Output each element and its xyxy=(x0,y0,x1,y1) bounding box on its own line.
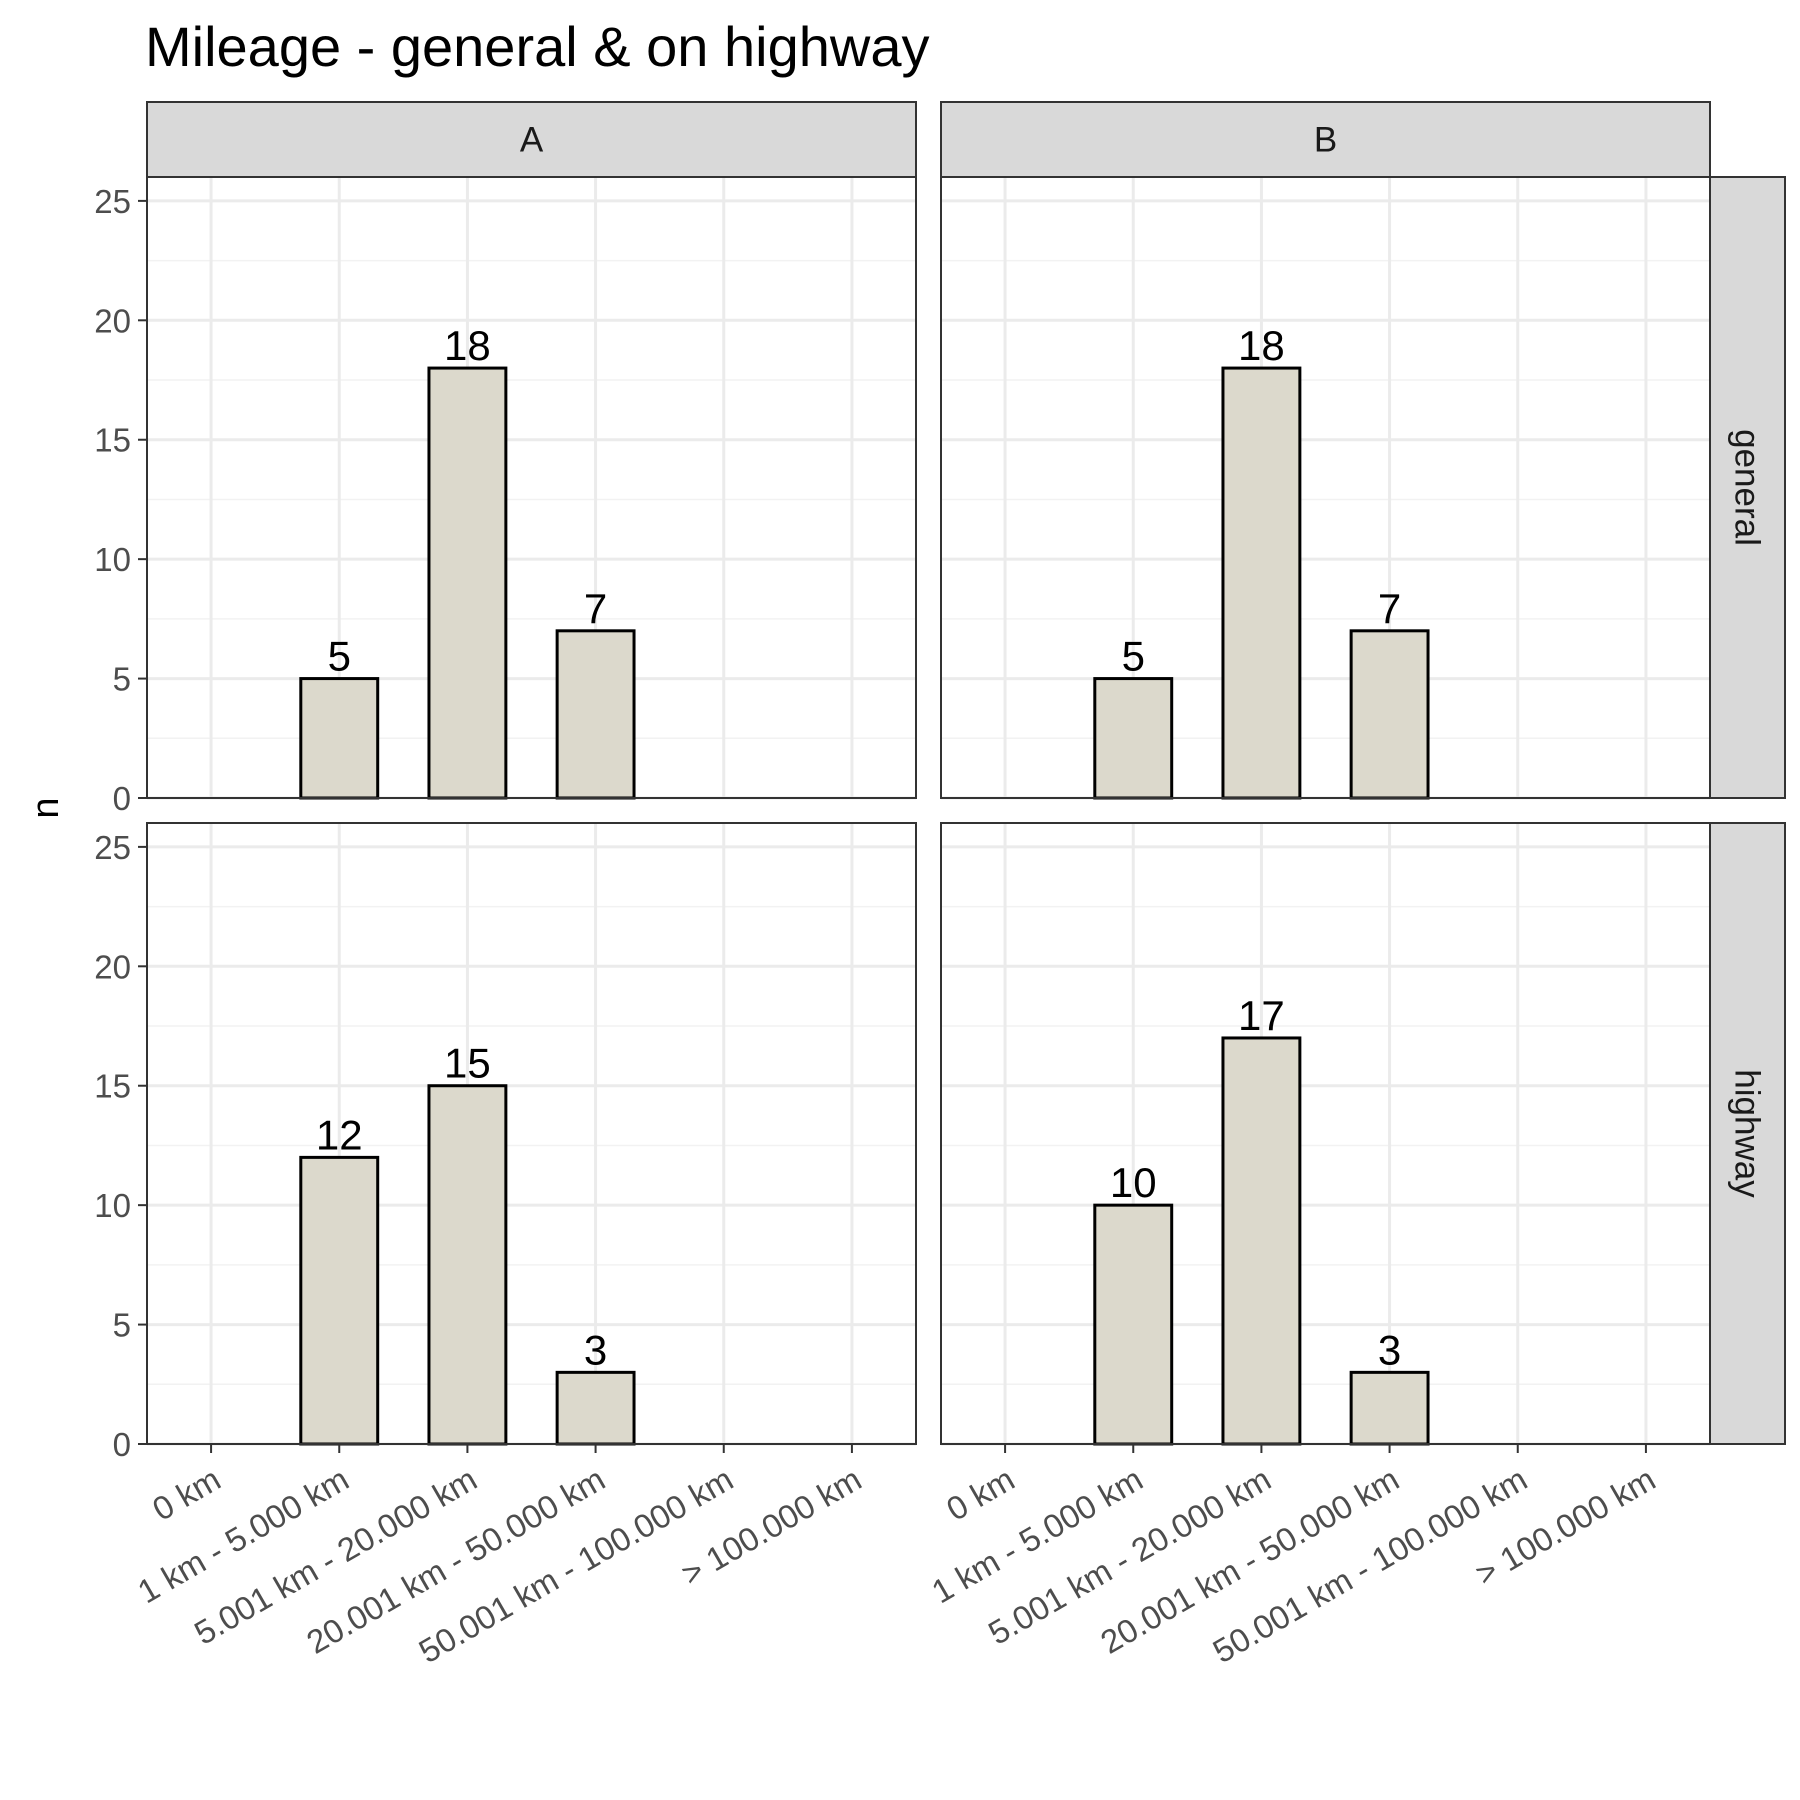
y-tick-label: 15 xyxy=(94,1068,131,1105)
strip-col-label-b: B xyxy=(1314,121,1337,160)
bar-a-highway-2 xyxy=(427,1084,508,1446)
y-tick-label: 5 xyxy=(113,1307,131,1344)
y-tick-label: 25 xyxy=(94,183,131,220)
bar-label: 17 xyxy=(1238,992,1285,1039)
y-axis-title: n xyxy=(25,797,67,818)
y-tick-label: 25 xyxy=(94,829,131,866)
y-tick-label: 10 xyxy=(94,1187,131,1224)
bar-a-general-1 xyxy=(299,677,380,800)
bar-a-highway-3 xyxy=(555,1370,636,1446)
panel-background xyxy=(941,823,1710,1444)
y-tick-label: 0 xyxy=(113,1426,131,1463)
y-tick-label: 5 xyxy=(113,661,131,698)
bar-a-general-2 xyxy=(427,366,508,800)
bar-label: 5 xyxy=(1122,633,1145,680)
bar-label: 7 xyxy=(584,585,607,632)
y-tick-label: 20 xyxy=(94,948,131,985)
strip-row-label-general: general xyxy=(1728,429,1767,546)
panel-border xyxy=(940,176,1711,799)
strip-row-highway xyxy=(1709,822,1786,1445)
panel-border xyxy=(146,176,917,799)
bar-b-highway-3 xyxy=(1349,1370,1430,1446)
bar-b-general-3 xyxy=(1349,629,1430,800)
bar-a-highway-1 xyxy=(299,1155,380,1446)
panel-b-general: 5 18 7 xyxy=(940,176,1711,800)
strip-row-label-highway: highway xyxy=(1728,1069,1767,1198)
bar-b-general-1 xyxy=(1093,677,1174,800)
bar-label: 18 xyxy=(1238,322,1285,369)
strip-col-b xyxy=(940,101,1711,178)
y-tick-label: 15 xyxy=(94,422,131,459)
strip-row-general xyxy=(1709,176,1786,799)
bar-b-highway-1 xyxy=(1093,1203,1174,1446)
x-tick-label: 0 km xyxy=(146,1460,226,1528)
panel-border xyxy=(146,822,917,1445)
panel-background xyxy=(147,823,916,1444)
panel-background xyxy=(941,177,1710,798)
chart-title: Mileage - general & on highway xyxy=(145,15,929,78)
bar-b-highway-2 xyxy=(1221,1036,1302,1446)
panel-a-general: 5 18 7 0 5 10 15 20 25 xyxy=(94,176,917,817)
y-tick-label: 0 xyxy=(113,780,131,817)
bar-label: 15 xyxy=(444,1040,491,1087)
bar-label: 12 xyxy=(316,1111,363,1158)
bar-label: 5 xyxy=(328,633,351,680)
strip-col-label-a: A xyxy=(520,121,544,160)
panel-border xyxy=(940,822,1711,1445)
panel-background xyxy=(147,177,916,798)
bar-b-general-2 xyxy=(1221,366,1302,800)
x-tick-label: 0 km xyxy=(940,1460,1020,1528)
bar-label: 10 xyxy=(1110,1159,1157,1206)
bar-label: 18 xyxy=(444,322,491,369)
bar-label: 3 xyxy=(1378,1326,1401,1373)
y-tick-label: 10 xyxy=(94,541,131,578)
y-tick-label: 20 xyxy=(94,302,131,339)
bar-label: 3 xyxy=(584,1326,607,1373)
strip-col-a xyxy=(146,101,917,178)
bar-a-general-3 xyxy=(555,629,636,800)
bar-label: 7 xyxy=(1378,585,1401,632)
